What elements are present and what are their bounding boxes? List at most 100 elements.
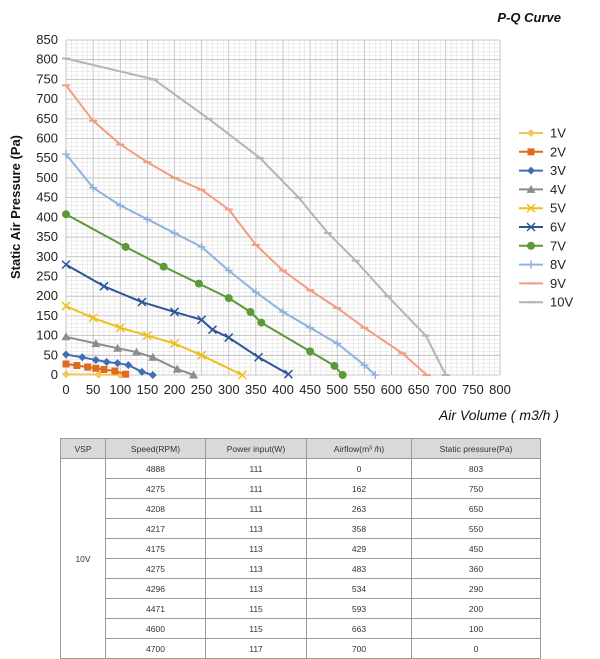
legend-marker — [527, 166, 535, 175]
pressure-cell: 0 — [411, 638, 541, 659]
table-row: 4208 111 263 650 — [61, 498, 541, 519]
y-tick-label: 0 — [51, 367, 58, 382]
power-cell: 113 — [205, 518, 307, 539]
legend-label: 9V — [550, 276, 566, 291]
legend-marker — [527, 148, 535, 156]
airflow-cell: 162 — [306, 478, 412, 499]
data-point-2V — [84, 363, 92, 371]
data-point-4V — [91, 338, 101, 347]
y-tick-label: 150 — [36, 308, 58, 323]
data-point-4V — [148, 352, 158, 361]
data-point-8V — [143, 215, 152, 224]
series-10V — [62, 57, 450, 376]
airflow-cell: 358 — [306, 518, 412, 539]
legend-item-8V: 8V — [519, 257, 566, 272]
legend-item-10V: 10V — [519, 295, 573, 310]
header-speed: Speed(RPM) — [105, 438, 206, 459]
chart-legend: 1V 2V 3V 4V 5V 6V 7V 8V 9V 10V — [519, 126, 573, 310]
y-tick-label: 550 — [36, 150, 58, 165]
pressure-cell: 550 — [411, 518, 541, 539]
data-point-3V — [62, 350, 70, 359]
data-point-8V — [371, 371, 380, 379]
x-tick-label: 100 — [109, 382, 131, 397]
data-point-8V — [89, 183, 98, 192]
x-tick-label: 800 — [489, 382, 511, 397]
x-tick-label: 500 — [326, 382, 348, 397]
data-point-8V — [333, 339, 342, 348]
y-tick-label: 200 — [36, 288, 58, 303]
y-tick-label: 650 — [36, 111, 58, 126]
series-2V — [62, 360, 130, 378]
series-4V — [61, 332, 198, 379]
pressure-cell: 803 — [411, 458, 541, 479]
legend-marker — [527, 241, 535, 250]
legend-marker — [526, 203, 536, 213]
legend-label: 5V — [550, 201, 566, 216]
y-tick-label: 450 — [36, 190, 58, 205]
data-point-3V — [91, 356, 100, 365]
legend-marker — [527, 129, 535, 137]
airflow-cell: 593 — [306, 598, 412, 619]
vsp-cell: 10V — [60, 458, 106, 659]
data-point-3V — [78, 353, 87, 362]
pq-chart: P-Q Curve 050100150200250300350400450500… — [8, 10, 573, 423]
series-8V — [62, 150, 380, 379]
pressure-cell: 200 — [411, 598, 541, 619]
data-point-5V — [237, 370, 247, 380]
data-point-6V — [99, 281, 109, 291]
data-point-5V — [88, 313, 98, 323]
x-axis-label: Air Volume ( m3/h ) — [438, 407, 559, 423]
legend-item-5V: 5V — [519, 201, 566, 216]
data-point-6V — [207, 325, 218, 335]
data-point-7V — [194, 279, 203, 288]
x-tick-label: 250 — [191, 382, 213, 397]
series-line-7V — [65, 213, 344, 376]
x-tick-label: 200 — [164, 382, 186, 397]
table-row: 4275 113 483 360 — [61, 558, 541, 579]
legend-label: 4V — [550, 182, 566, 197]
header-vsp: VSP — [60, 438, 106, 459]
data-point-3V — [124, 361, 133, 370]
airflow-cell: 534 — [306, 578, 412, 599]
power-cell: 111 — [205, 478, 307, 499]
speed-cell: 4217 — [105, 518, 206, 539]
y-tick-label: 300 — [36, 249, 58, 264]
header-static-pressure: Static pressure(Pa) — [411, 438, 541, 459]
x-tick-label: 350 — [245, 382, 267, 397]
data-point-3V — [137, 367, 146, 376]
data-point-5V — [169, 338, 180, 349]
data-point-4V — [188, 370, 198, 379]
data-point-3V — [148, 371, 157, 379]
y-tick-label: 700 — [36, 91, 58, 106]
legend-item-2V: 2V — [519, 144, 566, 159]
y-tick-label: 800 — [36, 52, 58, 67]
series-line-9V — [65, 84, 428, 376]
pressure-cell: 360 — [411, 558, 541, 579]
speed-cell: 4275 — [105, 478, 206, 499]
x-tick-label: 450 — [299, 382, 321, 397]
legend-label: 3V — [550, 163, 566, 178]
y-tick-label: 750 — [36, 71, 58, 86]
series-line-10V — [65, 57, 447, 376]
x-tick-label: 700 — [435, 382, 457, 397]
legend-label: 6V — [550, 220, 566, 235]
data-point-7V — [62, 210, 70, 219]
power-cell: 113 — [205, 538, 307, 559]
speed-cell: 4888 — [105, 458, 206, 479]
data-point-7V — [306, 347, 315, 356]
y-tick-label: 400 — [36, 209, 58, 224]
data-point-7V — [224, 294, 233, 303]
data-point-6V — [283, 369, 293, 379]
power-cell: 113 — [205, 558, 307, 579]
power-cell: 113 — [205, 578, 307, 599]
table-row: 10V 4888 111 0 803 — [60, 458, 541, 659]
speed-cell: 4275 — [105, 558, 206, 579]
legend-item-4V: 4V — [519, 182, 566, 197]
data-point-6V — [169, 307, 180, 317]
airflow-cell: 700 — [306, 638, 412, 659]
speed-cell: 4296 — [105, 578, 206, 599]
legend-label: 10V — [550, 295, 573, 310]
data-point-8V — [251, 288, 260, 297]
x-tick-label: 600 — [381, 382, 403, 397]
x-tick-label: 400 — [272, 382, 294, 397]
